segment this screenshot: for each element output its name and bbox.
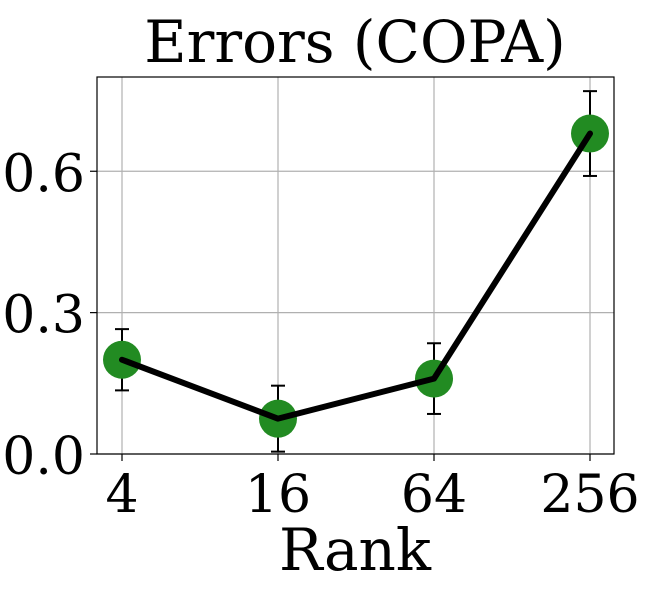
y-tick-label: 0.6: [2, 144, 85, 204]
y-tick-label: 0.0: [2, 427, 85, 487]
axis-ticks: 4 16 64 256 0.0 0.3 0.6: [2, 144, 639, 525]
y-tick-label: 0.3: [2, 286, 85, 346]
x-tick-label: 16: [245, 465, 311, 525]
series-line-group: [119, 130, 593, 422]
series-markers: [103, 114, 609, 438]
series-line: [119, 130, 593, 422]
plot-area-frame: [96, 76, 615, 455]
x-axis-label: Rank: [279, 516, 432, 584]
x-tick-label: 256: [540, 465, 639, 525]
x-tick-label: 4: [105, 465, 138, 525]
x-tick-label: 64: [401, 465, 467, 525]
chart-title: Errors (COPA): [144, 8, 565, 76]
